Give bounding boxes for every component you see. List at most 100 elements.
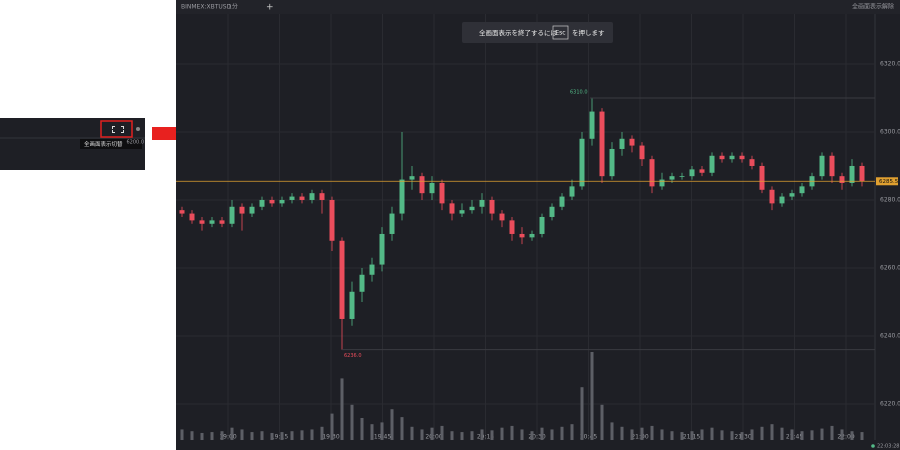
volume-bar — [600, 404, 604, 440]
volume-bar — [340, 378, 344, 440]
interval[interactable]: 1分 — [228, 3, 238, 11]
candle-body — [359, 274, 365, 292]
volume-bar — [750, 429, 754, 440]
volume-bar — [470, 431, 474, 440]
volume-bar — [510, 425, 514, 440]
settings-icon[interactable] — [136, 127, 140, 131]
volume-bar — [360, 418, 364, 440]
candle-body — [569, 186, 575, 197]
volume-bar — [660, 429, 664, 440]
candle-body — [329, 199, 335, 241]
volume-bar — [520, 429, 524, 440]
volume-bar — [810, 430, 814, 440]
candle-body — [209, 220, 215, 224]
candle-body — [819, 155, 825, 177]
volume-bar — [540, 427, 544, 440]
candle-body — [179, 210, 185, 214]
candle-body — [559, 196, 565, 207]
status-time: 22:03:28 — [877, 444, 899, 450]
candle-body — [299, 196, 305, 200]
volume-bar — [830, 425, 834, 440]
candle-body — [339, 240, 345, 319]
volume-bar — [610, 422, 614, 440]
candle-body — [409, 176, 415, 180]
candle-body — [289, 196, 295, 200]
volume-bar — [530, 431, 534, 440]
volume-bar — [500, 427, 504, 440]
fullscreen-icon[interactable] — [112, 126, 124, 133]
candle-body — [219, 220, 225, 224]
volume-bar — [570, 424, 574, 440]
volume-bar — [450, 431, 454, 440]
volume-bar — [790, 429, 794, 440]
volume-bar — [270, 432, 274, 440]
candle-body — [729, 155, 735, 160]
volume-bar — [620, 426, 624, 440]
volume-bar — [240, 429, 244, 440]
x-tick-label: 20:15 — [477, 434, 494, 441]
volume-bar — [480, 429, 484, 440]
tooltip: 全画面表示切替 — [84, 140, 123, 148]
exit-fullscreen[interactable]: 全画面表示解除 — [852, 3, 894, 11]
x-tick-label: 20:45 — [580, 434, 597, 441]
candle-body — [829, 155, 835, 177]
candle-body — [579, 138, 585, 187]
volume-bar — [710, 427, 714, 440]
volume-bar — [490, 430, 494, 440]
x-tick-label: 21:45 — [786, 434, 803, 441]
candle-body — [589, 111, 595, 139]
candle-body — [659, 179, 665, 187]
candle-body — [309, 193, 315, 200]
volume-bar — [730, 431, 734, 440]
candle-body — [599, 111, 605, 177]
volume-bar — [310, 429, 314, 440]
candle-body — [699, 169, 705, 173]
volume-bar — [820, 428, 824, 440]
x-tick-label: 19:15 — [271, 434, 288, 441]
last-price-tag — [876, 177, 898, 186]
volume-bar — [320, 426, 324, 440]
y-tick-label: 6280.0 — [880, 196, 900, 203]
candle-body — [759, 165, 765, 190]
volume-bar — [290, 431, 294, 440]
x-tick-label: 20:00 — [425, 434, 442, 441]
candle-body — [519, 233, 525, 238]
symbol[interactable]: BINMEX:XBTUSD — [181, 4, 232, 11]
candle-body — [609, 148, 615, 177]
candle-body — [459, 210, 465, 214]
candle-body — [469, 206, 475, 211]
candle-body — [239, 206, 245, 214]
volume-bar — [760, 426, 764, 440]
volume-bar — [560, 426, 564, 440]
candle-body — [319, 193, 325, 200]
x-tick-label: 20:30 — [528, 434, 545, 441]
candle-body — [369, 264, 375, 275]
add-button[interactable]: + — [266, 3, 274, 13]
volume-bar — [180, 429, 184, 440]
candle-body — [859, 165, 865, 182]
inset-price: 6200.0 — [127, 140, 145, 146]
tooltip-box — [80, 139, 142, 149]
highlight-box — [100, 120, 133, 138]
notice-before: 全画面表示を終了するには — [479, 28, 558, 37]
candle-body — [479, 199, 485, 207]
volume-bar — [400, 417, 404, 440]
candle-body — [619, 138, 625, 149]
volume-bar — [380, 422, 384, 440]
volume-bar — [390, 409, 394, 440]
volume-bar — [250, 432, 254, 440]
volume-bar — [860, 432, 864, 440]
candle-body — [839, 176, 845, 183]
volume-bar — [720, 430, 724, 440]
volume-bar — [700, 429, 704, 440]
candle-body — [249, 206, 255, 214]
volume-bar — [640, 427, 644, 440]
candle-body — [429, 182, 435, 194]
low-label: 6236.0 — [344, 353, 362, 359]
volume-bar — [350, 404, 354, 440]
candle-body — [649, 159, 655, 187]
notice-after: を押します — [572, 28, 605, 37]
volume-bar — [440, 425, 444, 440]
